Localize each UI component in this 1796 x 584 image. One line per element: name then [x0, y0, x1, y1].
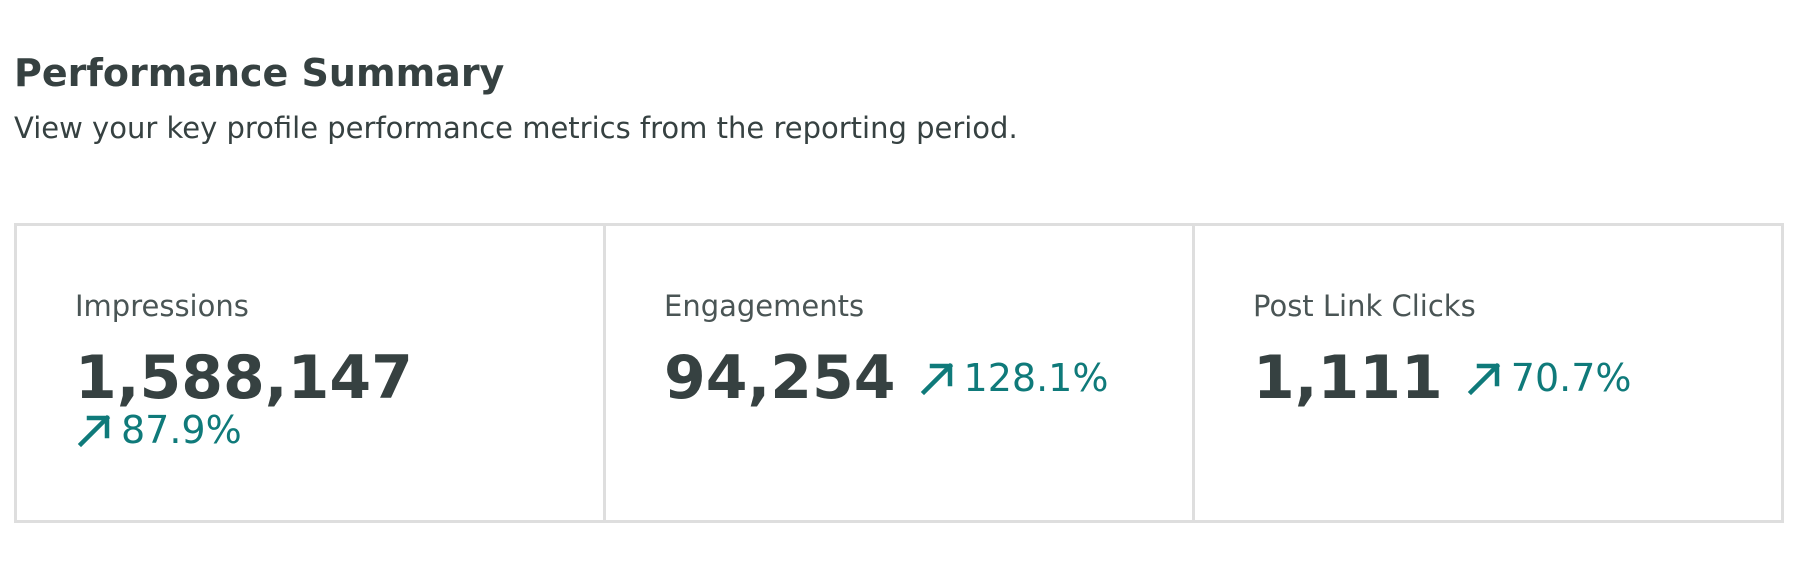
- metric-label: Engagements: [664, 289, 865, 323]
- page-subtitle: View your key profile performance metric…: [14, 111, 1018, 145]
- metric-card-impressions: Impressions 1,588,147 87.9%: [17, 226, 606, 520]
- metric-change: 87.9%: [121, 408, 242, 452]
- page-title: Performance Summary: [14, 51, 505, 95]
- metric-change: 128.1%: [963, 356, 1109, 400]
- metric-card-post-link-clicks: Post Link Clicks 1,111 70.7%: [1195, 226, 1781, 520]
- metric-label: Post Link Clicks: [1253, 289, 1476, 323]
- arrow-up-right-icon: [77, 414, 111, 448]
- metrics-cards: Impressions 1,588,147 87.9% Engagements …: [14, 223, 1784, 523]
- arrow-up-right-icon: [920, 362, 953, 396]
- metric-change: 70.7%: [1510, 356, 1632, 400]
- metric-trend: 70.7%: [1465, 356, 1632, 400]
- arrow-up-right-icon: [1467, 362, 1500, 396]
- metric-trend: 87.9%: [75, 408, 242, 452]
- metric-body: 1,588,147 87.9%: [75, 344, 583, 452]
- metric-label: Impressions: [75, 289, 249, 323]
- metric-body: 94,254 128.1%: [664, 344, 1172, 412]
- metric-body: 1,111 70.7%: [1253, 344, 1761, 412]
- metric-trend: 128.1%: [918, 356, 1109, 400]
- metric-value: 1,111: [1253, 343, 1443, 413]
- metric-value: 1,588,147: [75, 343, 413, 413]
- metric-card-engagements: Engagements 94,254 128.1%: [606, 226, 1195, 520]
- metric-value: 94,254: [664, 343, 896, 413]
